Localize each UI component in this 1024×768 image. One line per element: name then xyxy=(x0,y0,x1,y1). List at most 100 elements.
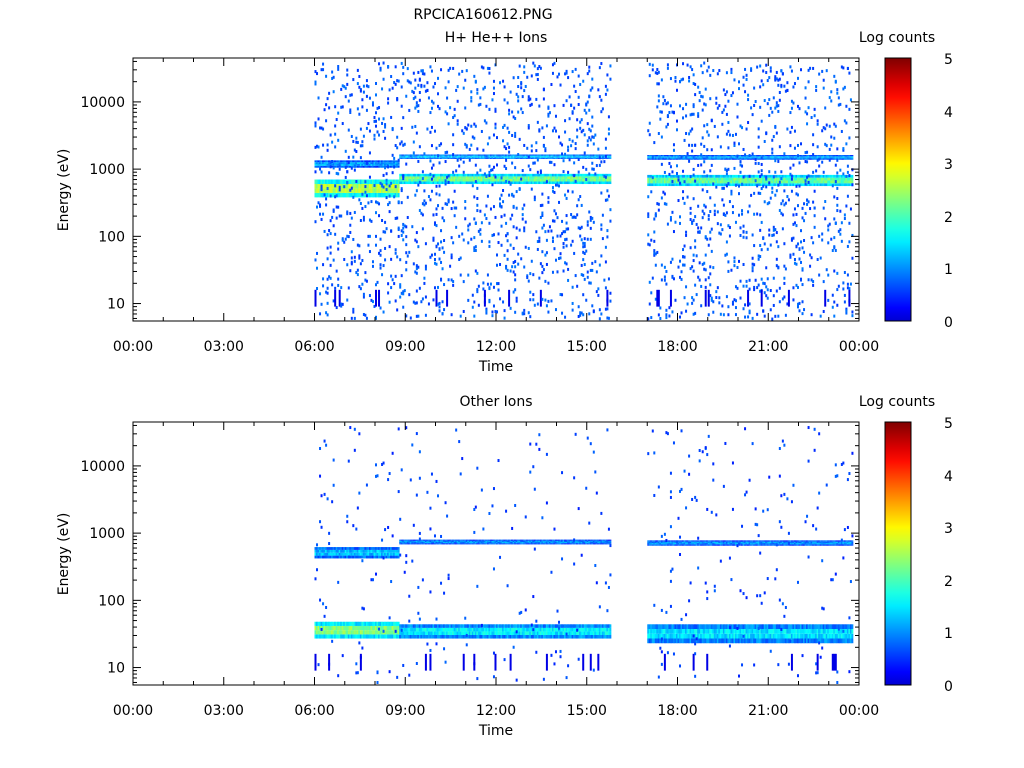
spectrogram-cell xyxy=(727,158,730,160)
spectrogram-cell xyxy=(411,125,414,129)
spectrogram-cell xyxy=(579,181,582,185)
spectrogram-cell xyxy=(834,155,837,157)
spectrogram-cell xyxy=(482,178,485,182)
spectrogram-cell xyxy=(724,156,727,158)
spectrogram-cell xyxy=(440,142,443,146)
spectrogram-cell xyxy=(672,174,675,178)
spectrogram-cell xyxy=(742,183,745,187)
spectrogram-cell xyxy=(772,225,775,229)
spectrogram-cell xyxy=(733,256,736,260)
spectrogram-cell xyxy=(685,131,688,135)
spectrogram-cell xyxy=(840,180,843,184)
spectrogram-cell xyxy=(816,156,819,158)
spectrogram-cell xyxy=(414,106,417,110)
spectrogram-cell xyxy=(314,220,317,224)
spectrogram-cell xyxy=(742,83,745,87)
spectrogram-cell xyxy=(461,156,464,158)
spectrogram-cell xyxy=(833,177,836,181)
spectrogram-cell xyxy=(415,157,418,159)
spectrogram-cell xyxy=(496,181,498,185)
spectrogram-cell xyxy=(358,188,361,193)
spectrogram-cell xyxy=(822,180,825,184)
spectrogram-cell xyxy=(580,156,583,158)
spectrogram-cell xyxy=(787,289,790,307)
spectrogram-cell xyxy=(444,182,447,186)
spectrogram-cell xyxy=(337,162,340,165)
spectrogram-cell xyxy=(836,177,839,181)
spectrogram-cell xyxy=(716,72,719,76)
spectrogram-cell xyxy=(831,180,834,184)
spectrogram-cell xyxy=(672,158,675,160)
spectrogram-cell xyxy=(373,179,376,184)
spectrogram-cell xyxy=(706,69,709,73)
spectrogram-cell xyxy=(317,201,320,205)
spectrogram-cell xyxy=(553,155,556,157)
spectrogram-cell xyxy=(443,238,446,242)
spectrogram-cell xyxy=(845,157,848,159)
spectrogram-cell xyxy=(511,157,514,159)
spectrogram-cell xyxy=(415,240,418,244)
spectrogram-cell xyxy=(535,230,538,234)
spectrogram-cell xyxy=(848,107,851,111)
spectrogram-cell xyxy=(753,103,756,107)
spectrogram-cell xyxy=(570,181,573,185)
spectrogram-cell xyxy=(332,162,335,165)
spectrogram-cell xyxy=(712,310,715,314)
spectrogram-cell xyxy=(344,192,347,198)
spectrogram-cell xyxy=(340,188,343,193)
spectrogram-cell xyxy=(402,143,405,147)
spectrogram-cell xyxy=(509,306,512,310)
spectrogram-cell xyxy=(836,91,839,95)
spectrogram-cell xyxy=(657,94,660,98)
spectrogram-cell xyxy=(680,158,683,160)
spectrogram-cell xyxy=(710,155,713,157)
spectrogram-cell xyxy=(474,157,477,159)
spectrogram-cell xyxy=(775,158,778,160)
spectrogram-cell xyxy=(592,178,595,182)
spectrogram-cell xyxy=(529,298,532,302)
spectrogram-cell xyxy=(771,174,774,178)
spectrogram-cell xyxy=(730,183,733,187)
spectrogram-cell xyxy=(387,65,390,69)
spectrogram-cell xyxy=(468,181,471,185)
spectrogram-cell xyxy=(322,165,324,168)
spectrogram-cell xyxy=(648,121,651,125)
spectrogram-cell xyxy=(462,156,465,158)
spectrogram-cell xyxy=(452,280,455,284)
spectrogram-cell xyxy=(429,178,432,182)
spectrogram-cell xyxy=(674,156,677,158)
spectrogram-cell xyxy=(712,182,715,186)
spectrogram-cell xyxy=(332,160,335,163)
spectrogram-cell xyxy=(400,189,403,193)
spectrogram-cell xyxy=(736,180,739,184)
spectrogram-cell xyxy=(603,181,606,185)
spectrogram-cell xyxy=(772,158,775,160)
spectrogram-cell xyxy=(473,195,476,199)
spectrogram-cell xyxy=(744,156,746,158)
spectrogram-cell xyxy=(329,160,332,163)
spectrogram-cell xyxy=(704,177,707,181)
spectrogram-cell xyxy=(420,178,423,182)
spectrogram-cell xyxy=(653,157,656,159)
spectrogram-cell xyxy=(598,263,601,267)
spectrogram-cell xyxy=(765,156,768,158)
spectrogram-cell xyxy=(402,292,405,296)
spectrogram-cell xyxy=(689,177,692,181)
spectrogram-cell xyxy=(433,82,436,86)
spectrogram-cell xyxy=(320,164,323,166)
spectrogram-cell xyxy=(712,180,715,184)
spectrogram-cell xyxy=(656,183,659,187)
spectrogram-cell xyxy=(688,183,690,187)
spectrogram-cell xyxy=(394,248,397,252)
spectrogram-cell xyxy=(698,183,701,187)
spectrogram-cell xyxy=(709,158,712,160)
spectrogram-cell xyxy=(692,105,695,109)
spectrogram-cell xyxy=(734,132,737,136)
spectrogram-cell xyxy=(514,154,517,156)
spectrogram-cell xyxy=(825,144,828,148)
spectrogram-cell xyxy=(450,253,453,257)
spectrogram-cell xyxy=(715,174,718,178)
spectrogram-cell xyxy=(656,180,659,184)
spectrogram-cell xyxy=(803,156,805,158)
spectrogram-cell xyxy=(325,74,328,78)
